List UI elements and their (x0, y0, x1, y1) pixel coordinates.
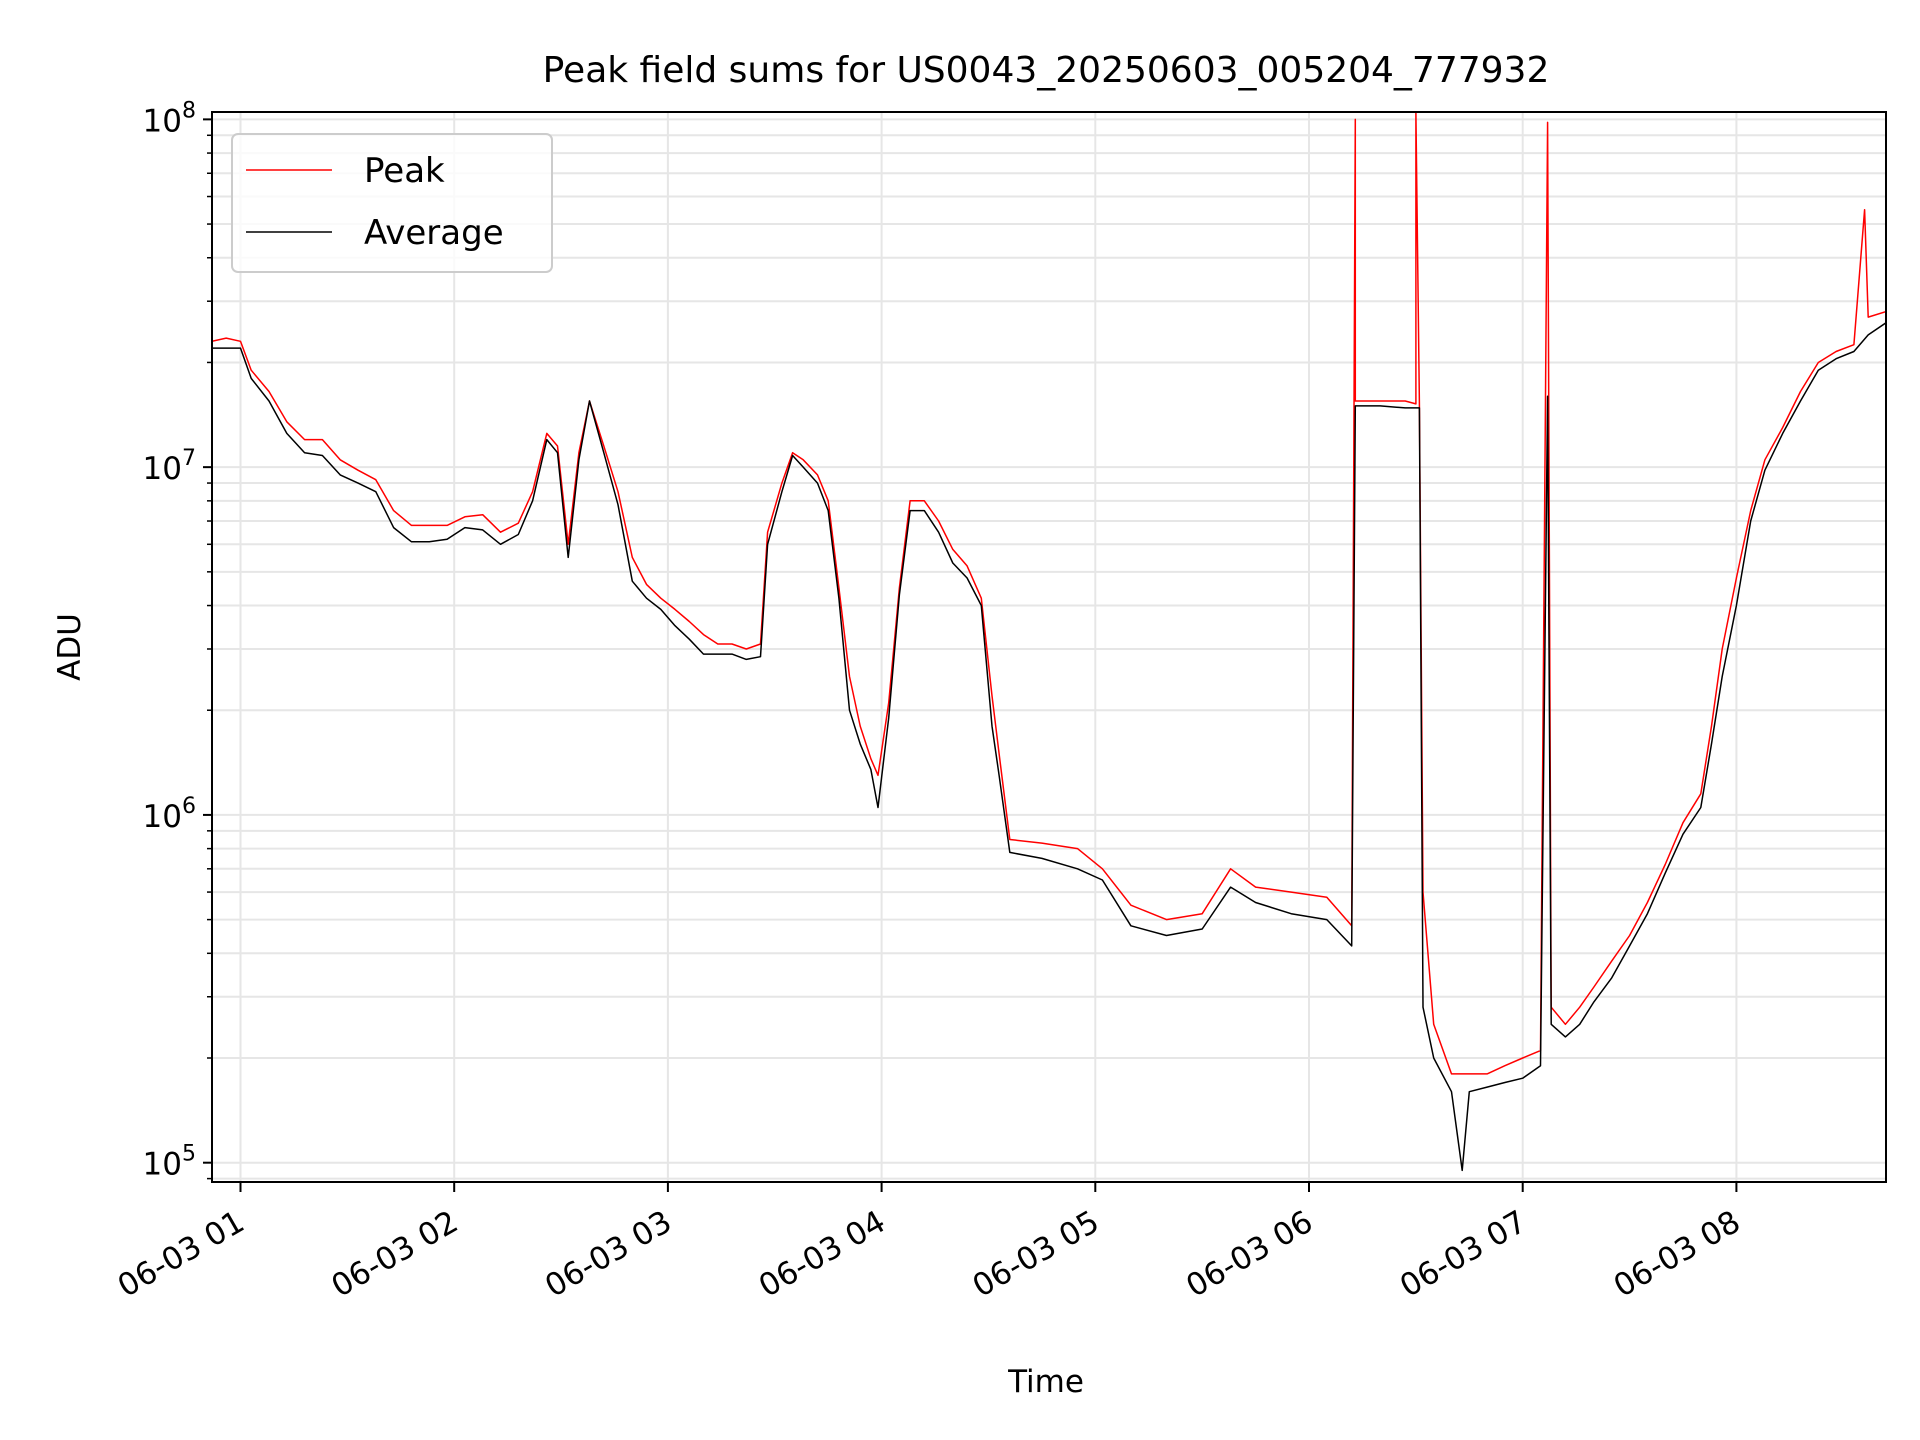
legend-box (231, 133, 553, 273)
y-axis-label: ADU (52, 613, 88, 681)
legend-label-peak: Peak (364, 151, 445, 191)
y-tick-label: 108 (143, 98, 196, 139)
series-line-peak (212, 112, 1886, 1075)
y-tick-label: 106 (143, 794, 196, 835)
legend: Peak Average (231, 133, 553, 273)
y-tick-label: 107 (143, 446, 196, 487)
series-layer (212, 112, 1886, 1172)
legend-label-average: Average (364, 213, 504, 253)
x-axis-label: Time (1007, 1364, 1084, 1400)
y-tick-label: 105 (143, 1142, 196, 1183)
chart-title: Peak field sums for US0043_20250603_0052… (543, 50, 1550, 91)
series-line-average (212, 322, 1886, 1172)
plot-frame (211, 111, 1887, 1183)
grid (212, 112, 1886, 1182)
